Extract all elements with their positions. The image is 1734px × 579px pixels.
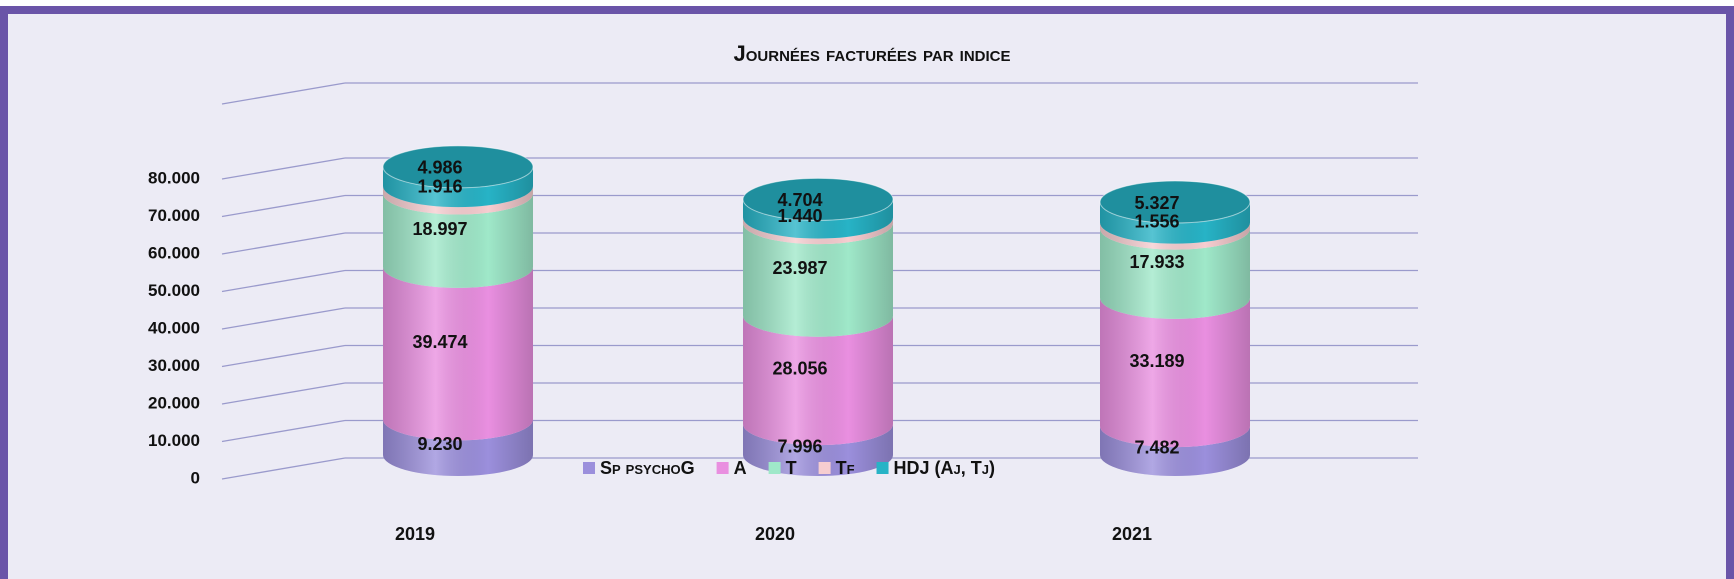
cylinder-shade [1100,297,1250,448]
cylinder-shade [383,193,533,288]
legend-label: T [786,458,797,478]
data-label: 1.440 [777,206,822,226]
cylinder-shade [1100,228,1250,319]
legend-label: Tf [836,458,855,478]
legend-label: A [734,458,747,478]
legend-swatch [768,462,781,474]
cylinder-shade [743,217,893,245]
data-label: 7.482 [1134,437,1179,457]
data-label: 33.189 [1129,351,1184,371]
grid-line [221,307,346,330]
data-label: 4.704 [777,190,822,210]
data-label: 7.996 [777,436,822,456]
grid-line [221,157,346,180]
cylinder-top [382,145,534,189]
y-tick-label: 30.000 [148,356,200,375]
legend-swatch [716,462,729,474]
data-label: 17.933 [1129,252,1184,272]
cylinder-shade [383,166,533,208]
x-tick-label: 2020 [755,524,795,544]
cylinder-shade [383,186,533,215]
data-label: 39.474 [412,332,467,352]
cylinder-shade [383,419,533,476]
grid-line [221,344,346,368]
grid-line [221,382,346,405]
grid-line [221,269,346,293]
grid-line [221,419,346,443]
legend-label: Sp psychoG [600,458,695,478]
cylinder-shade [1100,222,1250,250]
cylinder-shade [383,266,533,441]
y-tick-label: 80.000 [148,168,200,187]
data-label: 1.916 [417,176,462,196]
data-label: 9.230 [417,434,462,454]
y-tick-label: 40.000 [148,318,200,337]
data-label: 5.327 [1134,193,1179,213]
y-tick-label: 60.000 [148,243,200,262]
grid-line [221,194,346,218]
grid-line [221,457,346,480]
y-tick-label: 10.000 [148,431,200,450]
cylinder-shade [743,315,893,446]
grid-line [221,82,346,105]
legend-label: HDJ (Aj, Tj) [894,458,995,478]
legend-swatch [818,462,831,474]
legend-swatch [876,462,889,474]
cylinder-shade [1100,202,1250,244]
legend-swatch [583,462,595,474]
data-label: 28.056 [772,359,827,379]
x-tick-label: 2021 [1112,524,1152,544]
y-tick-label: 70.000 [148,206,200,225]
x-tick-label: 2019 [395,524,435,544]
y-tick-label: 50.000 [148,281,200,300]
data-label: 18.997 [412,219,467,239]
grid-line [221,232,346,255]
data-label: 1.556 [1134,211,1179,231]
y-tick-label: 0 [191,468,200,487]
cylinder-top [1099,180,1251,224]
chart-title: Journées facturées par indice [734,41,1011,66]
cylinder-shade [743,223,893,337]
cylinder-shade [743,199,893,239]
cylinder-shade [1100,426,1250,476]
cylinder-top [742,177,894,221]
data-label: 23.987 [772,258,827,278]
data-label: 4.986 [417,158,462,178]
y-tick-label: 20.000 [148,393,200,412]
